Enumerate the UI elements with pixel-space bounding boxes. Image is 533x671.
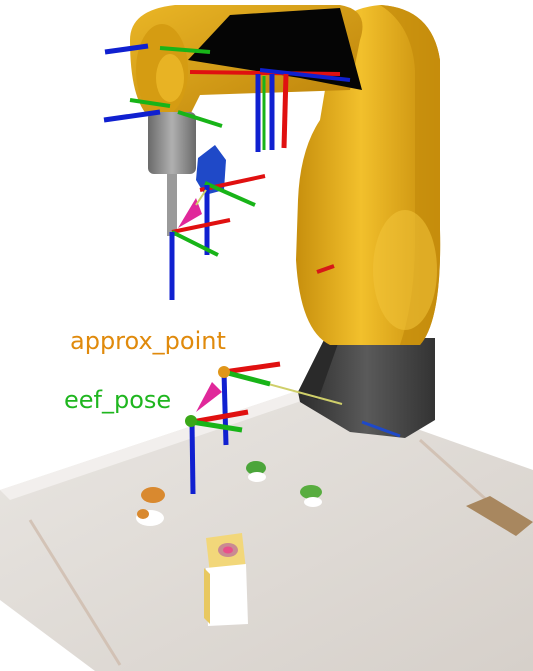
robot-wrist xyxy=(148,112,226,236)
yellow-box xyxy=(204,533,248,626)
green-object-1 xyxy=(246,461,266,482)
orange-object xyxy=(136,487,165,526)
eef-pose-frame[interactable] xyxy=(185,382,249,495)
tape-strip xyxy=(466,496,533,536)
pose-arrow-icon xyxy=(178,198,202,228)
robot-upper-arm xyxy=(130,5,363,118)
approx-point-marker xyxy=(218,366,230,378)
axis-triad-icon xyxy=(103,43,351,300)
table-surface xyxy=(0,390,533,671)
robot-base xyxy=(298,338,435,438)
eef-pose-label: eef_pose xyxy=(64,386,172,414)
gripper-block xyxy=(196,145,226,195)
approx-point-label: approx_point xyxy=(70,327,226,355)
eef-pose-marker xyxy=(185,415,197,427)
approx-point-frame[interactable] xyxy=(218,361,343,446)
pose-arrow-icon xyxy=(196,382,222,412)
table-objects xyxy=(136,461,322,626)
green-object-2 xyxy=(300,485,322,507)
